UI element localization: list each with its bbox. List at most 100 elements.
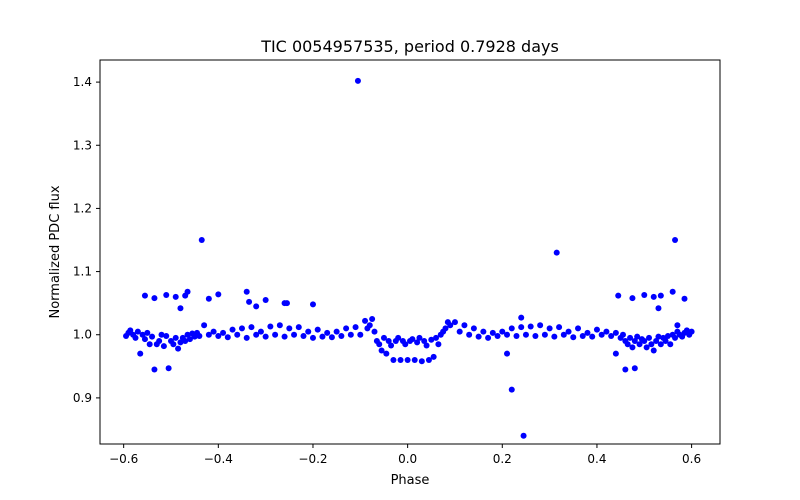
data-point bbox=[309, 334, 316, 341]
data-point bbox=[688, 328, 695, 335]
data-point bbox=[281, 333, 288, 340]
data-point bbox=[653, 338, 660, 345]
data-point bbox=[165, 365, 172, 372]
data-point bbox=[156, 338, 163, 345]
data-point bbox=[650, 293, 657, 300]
data-point bbox=[579, 333, 586, 339]
data-point bbox=[283, 300, 290, 307]
y-tick-label: 1.3 bbox=[73, 138, 92, 152]
data-point bbox=[234, 331, 241, 338]
data-point bbox=[475, 333, 482, 340]
data-point bbox=[518, 314, 525, 321]
data-point bbox=[362, 317, 369, 324]
data-point bbox=[205, 295, 212, 302]
data-point bbox=[648, 341, 655, 348]
data-point bbox=[657, 341, 664, 348]
data-point bbox=[627, 334, 634, 341]
data-point bbox=[485, 334, 492, 341]
data-point bbox=[267, 323, 274, 330]
data-point bbox=[141, 292, 148, 299]
data-point bbox=[144, 329, 151, 336]
data-point bbox=[253, 331, 260, 338]
data-point bbox=[442, 325, 449, 332]
data-points bbox=[123, 77, 695, 439]
data-point bbox=[532, 333, 539, 339]
data-point bbox=[378, 347, 385, 354]
data-point bbox=[324, 329, 331, 336]
data-point bbox=[139, 331, 146, 338]
data-point bbox=[354, 77, 361, 84]
data-point bbox=[615, 292, 622, 299]
data-point bbox=[480, 328, 487, 335]
data-point bbox=[347, 331, 354, 338]
data-point bbox=[414, 339, 421, 346]
data-point bbox=[220, 329, 227, 336]
data-point bbox=[650, 347, 657, 354]
data-point bbox=[508, 386, 515, 393]
data-point bbox=[551, 333, 558, 340]
x-tick-label: 0.2 bbox=[493, 452, 512, 466]
data-point bbox=[593, 326, 600, 333]
data-point bbox=[385, 338, 392, 345]
data-point bbox=[619, 331, 626, 338]
data-point bbox=[248, 324, 255, 331]
data-point bbox=[141, 336, 148, 343]
x-tick-label: 0.6 bbox=[682, 452, 701, 466]
data-point bbox=[662, 338, 669, 345]
x-tick-label: 0.4 bbox=[587, 452, 606, 466]
data-point bbox=[175, 345, 182, 352]
data-point bbox=[672, 334, 679, 341]
data-point bbox=[681, 295, 688, 302]
data-point bbox=[397, 357, 404, 363]
data-point bbox=[622, 366, 629, 373]
data-point bbox=[411, 357, 418, 363]
data-point bbox=[149, 333, 156, 340]
data-point bbox=[151, 295, 158, 302]
y-axis-label: Normalized PDC flux bbox=[48, 185, 63, 318]
data-point bbox=[172, 293, 179, 300]
data-point bbox=[215, 333, 222, 339]
x-axis-label: Phase bbox=[391, 473, 430, 488]
data-point bbox=[494, 333, 501, 339]
data-point bbox=[272, 331, 279, 338]
data-point bbox=[205, 331, 212, 338]
data-point bbox=[631, 338, 638, 345]
data-point bbox=[643, 344, 650, 351]
data-point bbox=[598, 331, 605, 338]
data-point bbox=[575, 325, 582, 332]
data-point bbox=[257, 328, 264, 335]
chart-title: TIC 0054957535, period 0.7928 days bbox=[260, 37, 559, 56]
data-point bbox=[160, 343, 167, 350]
plot-area-frame bbox=[99, 59, 721, 445]
data-point bbox=[570, 334, 577, 341]
data-point bbox=[402, 341, 409, 348]
data-point bbox=[674, 322, 681, 329]
data-point bbox=[423, 342, 430, 349]
x-tick-label: 0.0 bbox=[398, 452, 417, 466]
data-point bbox=[589, 333, 596, 340]
data-point bbox=[276, 322, 283, 329]
data-point bbox=[421, 338, 428, 345]
y-tick-label: 0.9 bbox=[73, 391, 92, 405]
data-point bbox=[132, 334, 139, 341]
data-point bbox=[603, 328, 610, 335]
data-point bbox=[608, 333, 615, 339]
data-point bbox=[433, 334, 440, 341]
data-point bbox=[262, 297, 269, 303]
data-point bbox=[286, 325, 293, 332]
data-point bbox=[253, 303, 260, 310]
data-point bbox=[425, 357, 432, 363]
data-point bbox=[262, 333, 269, 340]
data-point bbox=[546, 325, 553, 332]
data-point bbox=[629, 295, 636, 302]
x-tick-label: −0.6 bbox=[109, 452, 138, 466]
x-tick-label: −0.2 bbox=[298, 452, 327, 466]
data-point bbox=[198, 237, 205, 243]
data-point bbox=[641, 291, 648, 298]
data-point bbox=[305, 328, 312, 335]
data-point bbox=[624, 341, 631, 348]
y-axis: 0.9 1.0 1.1 1.2 1.3 1.4 bbox=[73, 75, 100, 405]
data-point bbox=[435, 341, 442, 348]
data-point bbox=[137, 350, 144, 357]
